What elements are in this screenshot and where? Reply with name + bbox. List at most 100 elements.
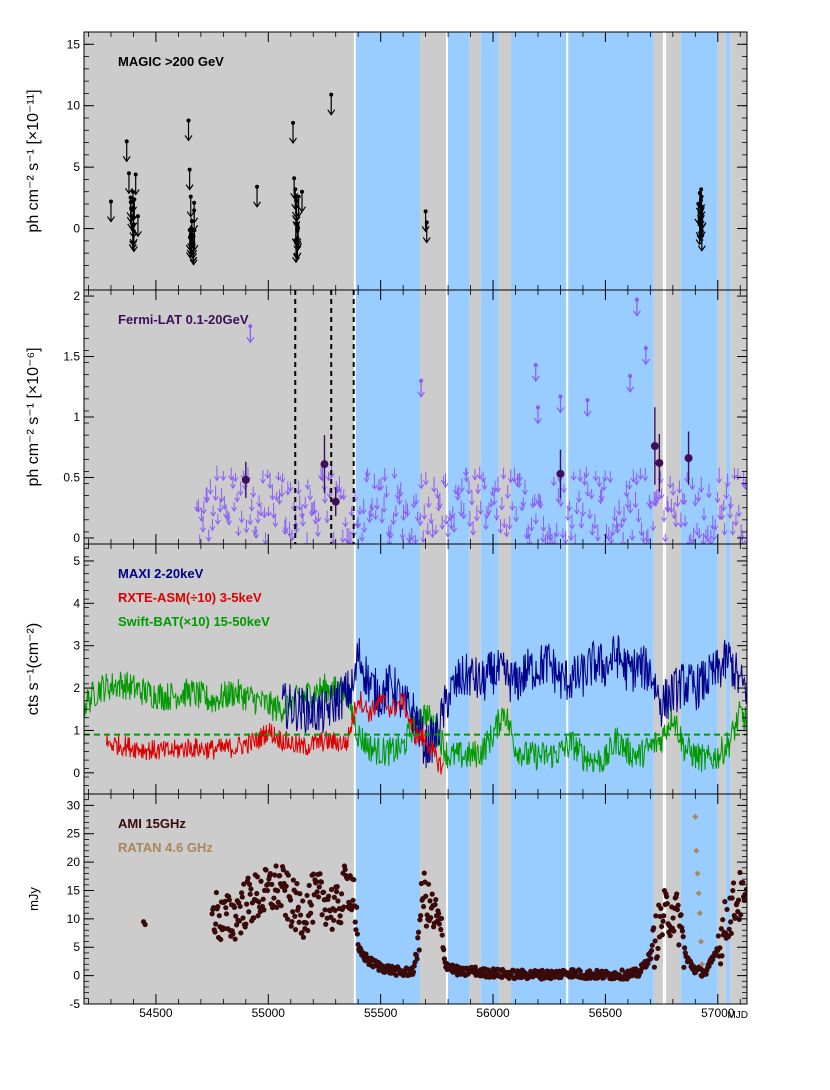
y-tick-label: 10 bbox=[67, 99, 81, 113]
blue-band bbox=[725, 290, 731, 544]
upper-limit-head bbox=[185, 184, 194, 191]
fermi-ul-band-head bbox=[205, 536, 212, 542]
blue-band bbox=[680, 32, 718, 290]
fermi-ul-band-head bbox=[526, 541, 533, 544]
upper-limit-head bbox=[292, 256, 301, 264]
ami-point bbox=[290, 877, 296, 883]
fermi-ul-band-head bbox=[226, 520, 232, 526]
ami-point bbox=[577, 968, 583, 974]
fermi-ul-band-head bbox=[497, 528, 504, 534]
blue-band bbox=[480, 290, 499, 544]
fermi-ul-band-head bbox=[361, 527, 368, 534]
fermi-ul-band-head bbox=[480, 477, 487, 483]
ami-point bbox=[292, 913, 298, 919]
fermi-ul-band-head bbox=[586, 514, 593, 520]
upper-limit-head bbox=[327, 109, 336, 116]
upper-limit-cap bbox=[128, 200, 133, 205]
ami-point bbox=[256, 899, 262, 905]
upper-limit-cap bbox=[643, 346, 648, 351]
fermi-ul-band-head bbox=[742, 485, 747, 491]
ami-point bbox=[300, 934, 307, 940]
magic-upper-limit bbox=[292, 240, 301, 264]
fermi-ul-band-head bbox=[418, 484, 425, 490]
y-tick-label: 5 bbox=[73, 160, 80, 174]
fermi-ul-band-head bbox=[609, 531, 616, 537]
upper-limit-cap bbox=[192, 208, 197, 213]
upper-limit-cap bbox=[191, 240, 196, 245]
fermi-ul-band-head bbox=[435, 506, 442, 512]
fermi-ul-band-head bbox=[472, 475, 478, 481]
upper-limit-head bbox=[292, 216, 301, 223]
fermi-ul-band-head bbox=[674, 502, 681, 508]
fermi-ul-band-head bbox=[209, 526, 216, 532]
ami-point bbox=[292, 927, 299, 933]
fermi-ul-band-head bbox=[735, 512, 742, 518]
fermi-ul-band-head bbox=[507, 478, 514, 484]
magic-upper-limit bbox=[190, 228, 199, 252]
blue-band bbox=[446, 32, 470, 290]
ami-point bbox=[649, 942, 655, 948]
fermi-ul-band-head bbox=[506, 524, 513, 530]
upper-limit-head bbox=[133, 230, 142, 238]
fermi-ul-band-head bbox=[302, 503, 309, 510]
fermi-upper-limit bbox=[626, 373, 635, 393]
upper-limit-cap bbox=[423, 209, 428, 214]
x-axis-label: MJD bbox=[727, 1010, 748, 1021]
fermi-ul-band-head bbox=[536, 501, 543, 507]
ami-point bbox=[728, 919, 734, 925]
y-tick-label: 2 bbox=[73, 289, 80, 303]
fermi-ul-band-head bbox=[203, 498, 210, 504]
ami-point bbox=[216, 913, 222, 919]
ami-point bbox=[728, 930, 734, 937]
fermi-ul-band-head bbox=[444, 532, 451, 538]
ami-point bbox=[682, 945, 688, 951]
ami-point bbox=[675, 902, 681, 908]
fermi-ul-band-head bbox=[475, 489, 481, 495]
upper-limit-cap bbox=[192, 200, 197, 205]
ami-point bbox=[230, 931, 236, 937]
ami-point bbox=[436, 921, 442, 927]
ami-point bbox=[322, 907, 328, 913]
fermi-ul-band-head bbox=[275, 475, 282, 481]
ami-point bbox=[329, 926, 335, 932]
fermi-ul-band-head bbox=[391, 473, 398, 479]
y-tick-label: 1 bbox=[73, 723, 80, 737]
upper-limit-head bbox=[556, 407, 565, 414]
fermi-ul-band-head bbox=[387, 533, 394, 539]
upper-limit-cap bbox=[698, 203, 703, 208]
fermi-ul-band-head bbox=[371, 484, 378, 490]
ami-point bbox=[251, 915, 257, 921]
upper-limit-cap bbox=[292, 176, 297, 181]
upper-limit-head bbox=[122, 155, 131, 163]
ami-point bbox=[433, 897, 439, 903]
magic-legend-entry: MAGIC >200 GeV bbox=[118, 54, 224, 69]
fermi-ul-band-head bbox=[311, 509, 318, 515]
xray-line-rxte-asm(÷10) bbox=[106, 690, 445, 775]
ami-point bbox=[237, 903, 243, 910]
fermi-ul-band-head bbox=[231, 506, 238, 513]
fermi-ul-band-head bbox=[421, 514, 428, 520]
x-tick-label: 54500 bbox=[139, 1006, 173, 1020]
ami-point bbox=[351, 877, 357, 883]
fermi-ul-band-head bbox=[596, 482, 603, 488]
fermi-ul-band-head bbox=[356, 510, 363, 516]
upper-limit-cap bbox=[585, 398, 590, 403]
fermi-ul-band-head bbox=[592, 476, 599, 482]
fermi-ul-band-head bbox=[293, 528, 300, 534]
y-tick-label: 0 bbox=[73, 969, 80, 983]
ami-point bbox=[290, 909, 296, 915]
upper-limit-head bbox=[696, 234, 705, 242]
fermi-ul-band-head bbox=[325, 475, 332, 482]
fermi-ul-band-head bbox=[470, 530, 477, 536]
magic-upper-limit bbox=[124, 171, 133, 195]
fermi-ul-band-head bbox=[429, 532, 436, 539]
fermi-ul-band-head bbox=[584, 491, 591, 497]
grey-band bbox=[717, 32, 726, 290]
upper-limit-cap bbox=[424, 220, 429, 225]
fermi-ul-band-head bbox=[650, 526, 657, 532]
fermi-ul-band-head bbox=[383, 493, 390, 499]
ratan-point bbox=[692, 813, 699, 820]
ami-point bbox=[410, 969, 417, 975]
fermi-ul-band-head bbox=[207, 489, 214, 495]
